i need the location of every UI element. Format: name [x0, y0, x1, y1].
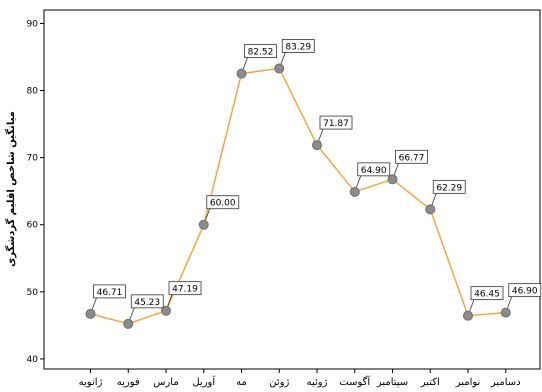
data-label: 62.29	[436, 183, 462, 193]
data-point	[349, 186, 360, 197]
data-label: 64.90	[361, 166, 387, 176]
x-tick-label: نوامبر	[455, 377, 481, 388]
data-point	[161, 305, 171, 316]
data-label: 71.87	[323, 119, 349, 129]
y-tick-label: 50	[27, 288, 39, 298]
data-label: 47.19	[172, 285, 198, 295]
data-label-box	[432, 179, 466, 194]
data-label: 83.29	[285, 42, 311, 52]
data-label: 46.71	[97, 288, 123, 298]
data-label: 46.90	[512, 287, 538, 297]
data-point	[425, 204, 436, 215]
data-label-box	[93, 284, 126, 299]
x-tick-label: آوریل	[192, 375, 216, 388]
data-point	[236, 68, 247, 79]
data-point	[500, 307, 511, 318]
data-point	[312, 140, 322, 151]
y-tick-label: 80	[27, 87, 39, 97]
data-point	[198, 219, 209, 230]
x-tick-label: ژوئن	[269, 377, 289, 388]
data-label-box	[319, 115, 353, 130]
x-tick-label: مه	[236, 377, 247, 388]
y-tick-label: 90	[27, 19, 39, 29]
y-tick-label: 70	[27, 154, 39, 164]
data-label: 46.45	[474, 290, 500, 300]
y-tick-label: 40	[27, 355, 39, 365]
data-point	[85, 308, 96, 319]
data-point	[387, 174, 398, 185]
series-line	[90, 67, 506, 325]
data-label-box	[470, 286, 504, 301]
data-point	[274, 63, 285, 74]
data-label-box	[206, 195, 240, 210]
data-labels: 46.71 45.23 47.19 60.00 82.52 83.29 71.87 64.90…	[93, 39, 542, 309]
x-tick-label: دسامبر	[490, 377, 521, 388]
x-tick-label: آگوست	[339, 375, 371, 388]
x-tick-label: فوریه	[117, 377, 140, 388]
data-label: 66.77	[399, 153, 425, 163]
x-tick-label: اکتبر	[420, 377, 440, 388]
data-label-box	[357, 162, 391, 177]
y-axis-title: میانگین شاخص اقلیم گردشگری	[4, 111, 17, 267]
data-label-box	[508, 283, 542, 298]
data-label-box	[130, 294, 164, 309]
data-point	[463, 310, 473, 321]
data-label-box	[244, 44, 277, 59]
data-label: 45.23	[134, 298, 160, 308]
x-tick-label: مارس	[153, 377, 178, 388]
data-label-box	[281, 39, 315, 53]
x-tick-label: سپتامبر	[376, 377, 408, 388]
x-axis: ژانویه فوریه مارس آوریل مه ژوئن ژوئیه آگوست سپتا…	[79, 369, 521, 388]
data-markers	[85, 63, 511, 329]
y-axis: 40 50 60 70 80 90	[27, 19, 44, 365]
data-label: 60.00	[210, 199, 236, 209]
data-label-box	[168, 281, 202, 296]
y-tick-label: 60	[27, 221, 39, 231]
x-tick-label: ژانویه	[79, 377, 103, 388]
x-tick-label: ژوئیه	[307, 377, 328, 388]
data-label: 82.52	[248, 48, 274, 58]
data-label-box	[395, 149, 428, 164]
data-point	[123, 318, 134, 329]
